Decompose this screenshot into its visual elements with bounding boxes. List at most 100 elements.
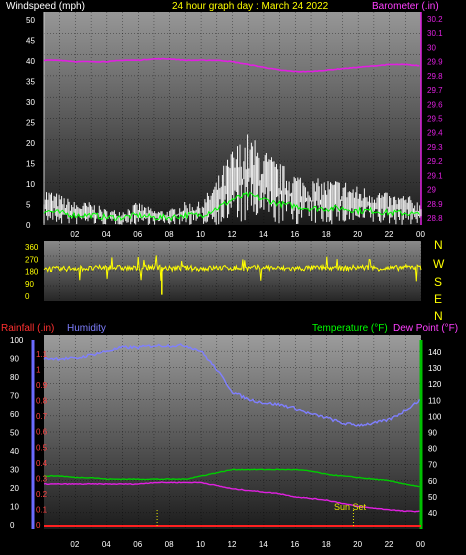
wind-tick-label: 40 (26, 57, 35, 66)
x-tick-label: 02 (70, 230, 79, 239)
x-tick-label: 02 (70, 540, 79, 549)
temp-tick-label: 120 (428, 380, 442, 389)
x-tick-label: 08 (165, 230, 174, 239)
temp-tick-label: 80 (428, 445, 437, 454)
rain-tick-label: 1.1 (36, 350, 48, 359)
baro-tick-label: 29 (427, 186, 436, 195)
climate-series (43, 343, 421, 528)
x-tick-label: 18 (322, 540, 331, 549)
temperature-axis-title: Temperature (°F) (312, 323, 388, 334)
baro-tick-label: 29.3 (427, 143, 443, 152)
baro-tick-label: 30 (427, 43, 436, 52)
x-tick-label: 00 (416, 230, 425, 239)
baro-tick-label: 29.6 (427, 100, 443, 109)
barometer-axis-title: Barometer (.in) (372, 1, 439, 12)
humidity-tick-label: 10 (10, 503, 19, 512)
temp-tick-label: 130 (428, 364, 442, 373)
humidity-tick-label: 90 (10, 355, 19, 364)
direction-tick-label: 0 (25, 292, 30, 301)
humidity-tick-label: 80 (10, 373, 19, 382)
x-tick-label: 20 (353, 230, 362, 239)
x-tick-label: 12 (228, 540, 237, 549)
baro-tick-label: 29.9 (427, 58, 443, 67)
rain-tick-label: 0.1 (36, 505, 48, 514)
baro-tick-label: 29.4 (427, 129, 443, 138)
x-tick-label: 10 (196, 540, 205, 549)
humidity-tick-label: 20 (10, 484, 19, 493)
wind-tick-label: 30 (26, 98, 35, 107)
x-tick-label: 00 (416, 540, 425, 549)
compass-letters: N W S E N (433, 238, 445, 323)
rain-tick-label: 1 (36, 366, 41, 375)
x-tick-label: 16 (290, 540, 299, 549)
compass-letter: W (433, 257, 445, 271)
baro-tick-label: 29.2 (427, 157, 443, 166)
wind-tick-label: 5 (26, 201, 31, 210)
rain-tick-label: 0.2 (36, 490, 48, 499)
x-tick-label: 22 (385, 540, 394, 549)
rain-tick-label: 0.7 (36, 412, 48, 421)
direction-series (43, 255, 422, 295)
sunset-label: Sun Set (334, 502, 367, 512)
dewpoint-series (43, 481, 420, 513)
baro-tick-label: 28.9 (427, 200, 443, 209)
baro-tick-label: 30.1 (427, 29, 443, 38)
direction-tick-label: 360 (25, 243, 39, 252)
windspeed-axis-title: Windspeed (mph) (6, 1, 85, 12)
humidity-tick-label: 70 (10, 392, 19, 401)
wind-tick-label: 25 (26, 119, 35, 128)
wind-tick-label: 0 (26, 221, 31, 230)
chart-title: 24 hour graph day : March 24 2022 (172, 1, 329, 12)
humidity-axis-title: Humidity (67, 323, 106, 334)
direction-tick-label: 180 (25, 268, 39, 277)
wind-tick-label: 10 (26, 180, 35, 189)
x-tick-label: 04 (102, 540, 111, 549)
rainfall-axis-title: Rainfall (.in) (1, 323, 54, 334)
wind-tick-label: 50 (26, 16, 35, 25)
x-tick-label: 20 (353, 540, 362, 549)
temp-tick-label: 140 (428, 348, 442, 357)
wind-direction-series (43, 255, 422, 282)
direction-tick-label: 270 (25, 255, 39, 264)
compass-letter: E (434, 292, 442, 306)
humidity-tick-label: 30 (10, 466, 19, 475)
temp-tick-label: 60 (428, 477, 437, 486)
humidity-series (43, 343, 421, 427)
rain-tick-label: 0.3 (36, 474, 48, 483)
temp-tick-label: 40 (428, 509, 437, 518)
wind-tick-label: 15 (26, 160, 35, 169)
rain-tick-label: 0.8 (36, 397, 48, 406)
humidity-tick-label: 60 (10, 410, 19, 419)
x-tick-label: 22 (385, 230, 394, 239)
x-tick-label: 14 (259, 230, 268, 239)
rain-tick-label: 0 (36, 521, 41, 530)
dewpoint-axis-title: Dew Point (°F) (393, 323, 458, 334)
x-tick-label: 12 (228, 230, 237, 239)
temp-tick-label: 50 (428, 493, 437, 502)
direction-tick-label: 90 (25, 280, 34, 289)
baro-tick-label: 29.8 (427, 72, 443, 81)
baro-tick-label: 29.5 (427, 115, 443, 124)
x-tick-label: 10 (196, 230, 205, 239)
baro-tick-label: 29.7 (427, 86, 443, 95)
humidity-tick-label: 100 (10, 336, 24, 345)
x-tick-label: 18 (322, 230, 331, 239)
x-tick-label: 06 (133, 230, 142, 239)
humidity-tick-label: 40 (10, 447, 19, 456)
x-tick-label: 06 (133, 540, 142, 549)
rain-tick-label: 0.4 (36, 459, 48, 468)
wind-tick-label: 45 (26, 37, 35, 46)
temp-tick-label: 70 (428, 461, 437, 470)
compass-letter: S (434, 275, 442, 289)
x-tick-label: 08 (165, 540, 174, 549)
baro-tick-label: 30.2 (427, 15, 443, 24)
rain-tick-label: 0.5 (36, 443, 48, 452)
compass-letter: N (434, 238, 443, 252)
x-tick-label: 04 (102, 230, 111, 239)
rain-tick-label: 0.6 (36, 428, 48, 437)
x-tick-label: 14 (259, 540, 268, 549)
wind-tick-label: 35 (26, 78, 35, 87)
humidity-tick-label: 50 (10, 429, 19, 438)
